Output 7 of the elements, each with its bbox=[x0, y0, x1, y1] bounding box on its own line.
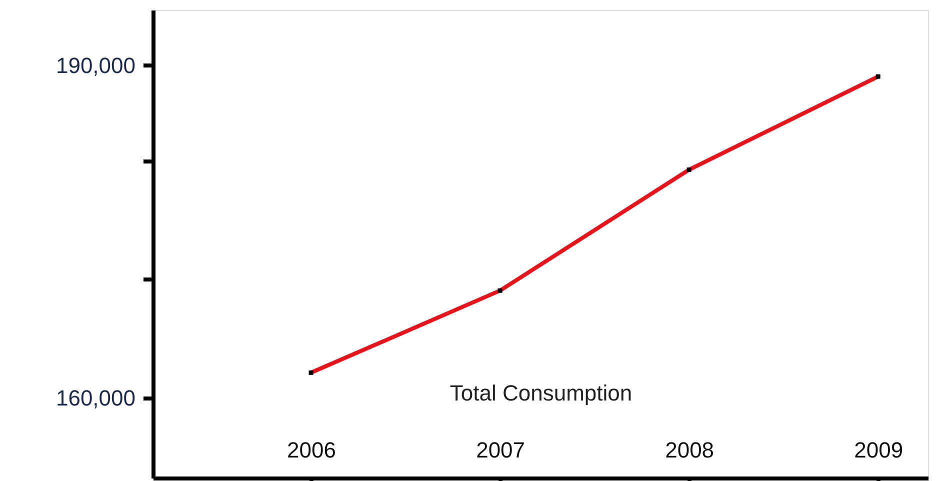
x-axis-title: Total Consumption bbox=[450, 380, 632, 406]
y-tick-label: 160,000 bbox=[56, 386, 136, 411]
x-tick-label: 2009 bbox=[854, 438, 904, 462]
y-tick-label: 190,000 bbox=[56, 52, 136, 78]
x-tick-label: 2006 bbox=[287, 438, 336, 462]
x-tick-label: 2008 bbox=[665, 438, 714, 462]
x-tick-label: 2007 bbox=[476, 438, 526, 462]
